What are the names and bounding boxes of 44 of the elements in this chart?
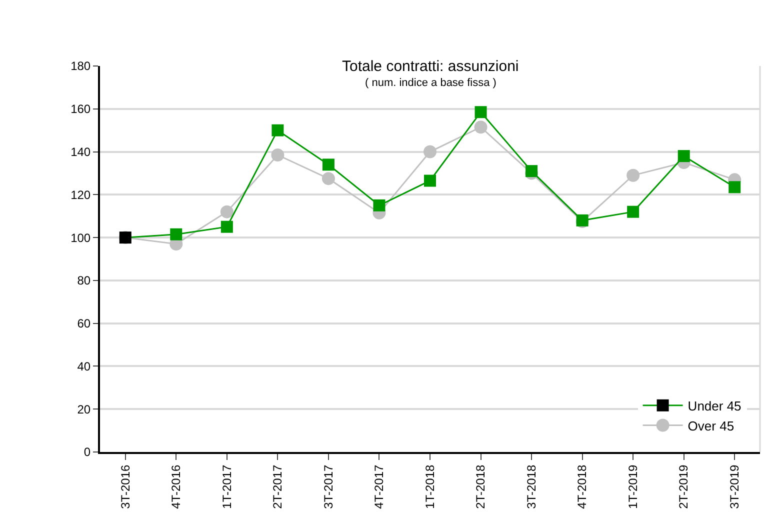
y-tick-label: 120: [70, 188, 91, 202]
chart-title: Totale contratti: assunzioni: [342, 58, 519, 75]
y-tick-label: 20: [77, 402, 91, 416]
legend-label: Over 45: [688, 418, 734, 434]
x-tick-label: 3T-2016: [118, 464, 132, 509]
point: [424, 145, 436, 158]
point: [728, 181, 741, 194]
point: [474, 106, 487, 118]
x-tick-label: 4T-2016: [169, 464, 184, 509]
point: [424, 174, 436, 187]
y-tick-label: 0: [84, 445, 91, 460]
point: [322, 158, 334, 171]
point: [170, 228, 182, 240]
y-tick-label: 140: [70, 144, 91, 159]
x-tick-label: 4T-2017: [372, 464, 386, 509]
x-tick-label: 2T-2018: [474, 464, 488, 509]
x-tick-label: 2T-2017: [270, 464, 285, 509]
point: [474, 120, 488, 134]
point: [373, 199, 386, 212]
x-tick-label: 3T-2018: [524, 464, 538, 509]
x-tick-label: 2T-2019: [676, 464, 691, 509]
y-tick-label: 180: [70, 59, 91, 74]
point: [626, 168, 640, 182]
point: [627, 206, 640, 218]
y-tick-label: 160: [70, 102, 91, 116]
x-tick-label: 1T-2018: [422, 464, 437, 509]
x-tick-label: 3T-2017: [321, 464, 336, 509]
point: [678, 150, 690, 162]
x-tick-label: 1T-2019: [626, 464, 640, 509]
point: [271, 148, 284, 162]
y-tick-label: 60: [77, 316, 91, 331]
y-tick-label: 100: [70, 230, 91, 245]
y-tick-label: 80: [77, 274, 91, 288]
text: ( num. indice a base fissa ): [365, 77, 496, 89]
y-tick-label: 40: [77, 359, 91, 374]
x-tick-label: 4T-2018: [575, 464, 590, 509]
x-tick-label: 1T-2017: [220, 464, 234, 509]
point: [526, 165, 538, 178]
point: [272, 124, 284, 136]
x-tick-label: 3T-2019: [728, 464, 742, 509]
point: [220, 205, 234, 218]
legend-label: Under 45: [688, 398, 742, 414]
point: [220, 220, 233, 233]
point: [322, 172, 335, 186]
